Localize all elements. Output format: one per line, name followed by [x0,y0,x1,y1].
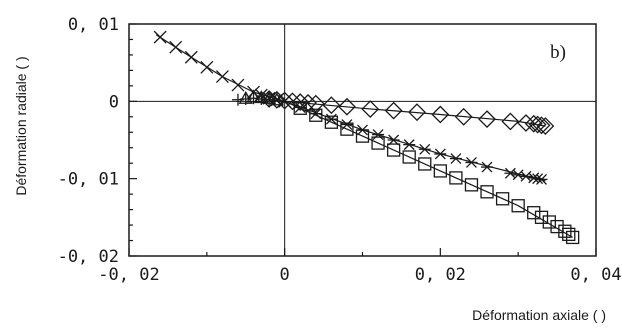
square-marker [542,215,556,229]
asterisk-marker [387,134,400,146]
y-axis-title: Déformation radiale ( ) [13,56,29,195]
x-marker [153,30,167,44]
diamond-marker [536,117,555,135]
diamond-marker [384,101,403,120]
square-marker [550,219,564,234]
y-tick-label: -0, 01 [58,170,119,190]
triangle-marker [269,92,284,106]
x-axis-title: Déformation axiale ( ) [472,307,606,323]
y-tick-label: 0 [109,92,119,112]
diamond-marker [528,115,547,134]
asterisk-marker [309,108,322,120]
square-marker [534,210,549,224]
square-marker [433,164,447,178]
asterisk-marker [372,129,385,141]
square-marker [449,171,463,185]
diamond-marker [524,114,543,133]
square-marker [464,178,479,192]
x-marker [247,85,260,99]
x-tick-label: 0, 04 [570,265,621,285]
triangle-marker [254,90,269,104]
x-marker [184,50,198,64]
asterisk-marker [504,167,517,179]
square-marker [527,206,541,220]
triangle-marker [238,90,253,104]
square-marker [324,115,339,129]
x-tick-label: 0, 02 [415,265,466,285]
asterisk-marker [512,169,525,181]
square-marker [386,143,401,157]
x-tick-label: -0, 02 [98,265,159,285]
diamond-marker [454,107,473,126]
asterisk-marker [535,173,548,185]
axis-tick-labels: -0, 02 0 0, 02 0, 04 0, 01 0 -0, 01 -0, 02 [58,15,622,285]
asterisk-marker [519,170,532,182]
fit-curves [155,34,573,238]
x-marker [169,40,183,54]
x-marker [215,70,229,84]
diamond-marker [501,112,520,131]
data-markers [153,30,580,245]
square-marker [371,136,385,150]
diamond-marker [299,93,317,112]
square-marker [566,230,580,245]
diamond-marker [431,105,450,124]
diamond-marker [338,97,356,116]
triangle-marker [262,90,277,104]
triangle-marker [246,89,261,103]
diamond-marker [408,103,426,122]
asterisk-marker [340,119,353,130]
square-marker [562,227,576,241]
x-tick-label: 0 [280,265,290,285]
square-marker [495,192,510,206]
asterisk-marker [434,148,447,160]
asterisk-marker [418,143,431,155]
x-marker [200,60,214,74]
diamond-marker [291,93,310,112]
x-marker [231,78,245,92]
square-marker [511,199,525,213]
diamond-marker [532,116,551,135]
panel-label: b) [550,42,566,63]
square-marker [340,122,354,136]
square-marker [402,150,416,164]
asterisk-marker [403,139,416,151]
square-marker [355,129,370,143]
asterisk-marker [481,161,494,173]
asterisk-marker [449,153,462,165]
diamond-marker [517,114,535,132]
diamond-marker [306,94,325,113]
asterisk-marker [294,102,307,113]
plot-frame [128,23,597,257]
square-marker [309,108,323,122]
axis-ticks [128,23,597,257]
y-tick-label: 0, 01 [68,15,119,35]
diamond-marker [361,100,380,118]
diamond-marker [478,110,496,129]
y-tick-label: -0, 02 [58,247,119,267]
asterisk-marker [465,156,478,168]
square-fit-line [284,100,573,238]
diamond-marker [322,96,341,115]
square-marker [480,185,494,199]
square-marker [418,157,432,171]
square-marker [293,101,307,115]
